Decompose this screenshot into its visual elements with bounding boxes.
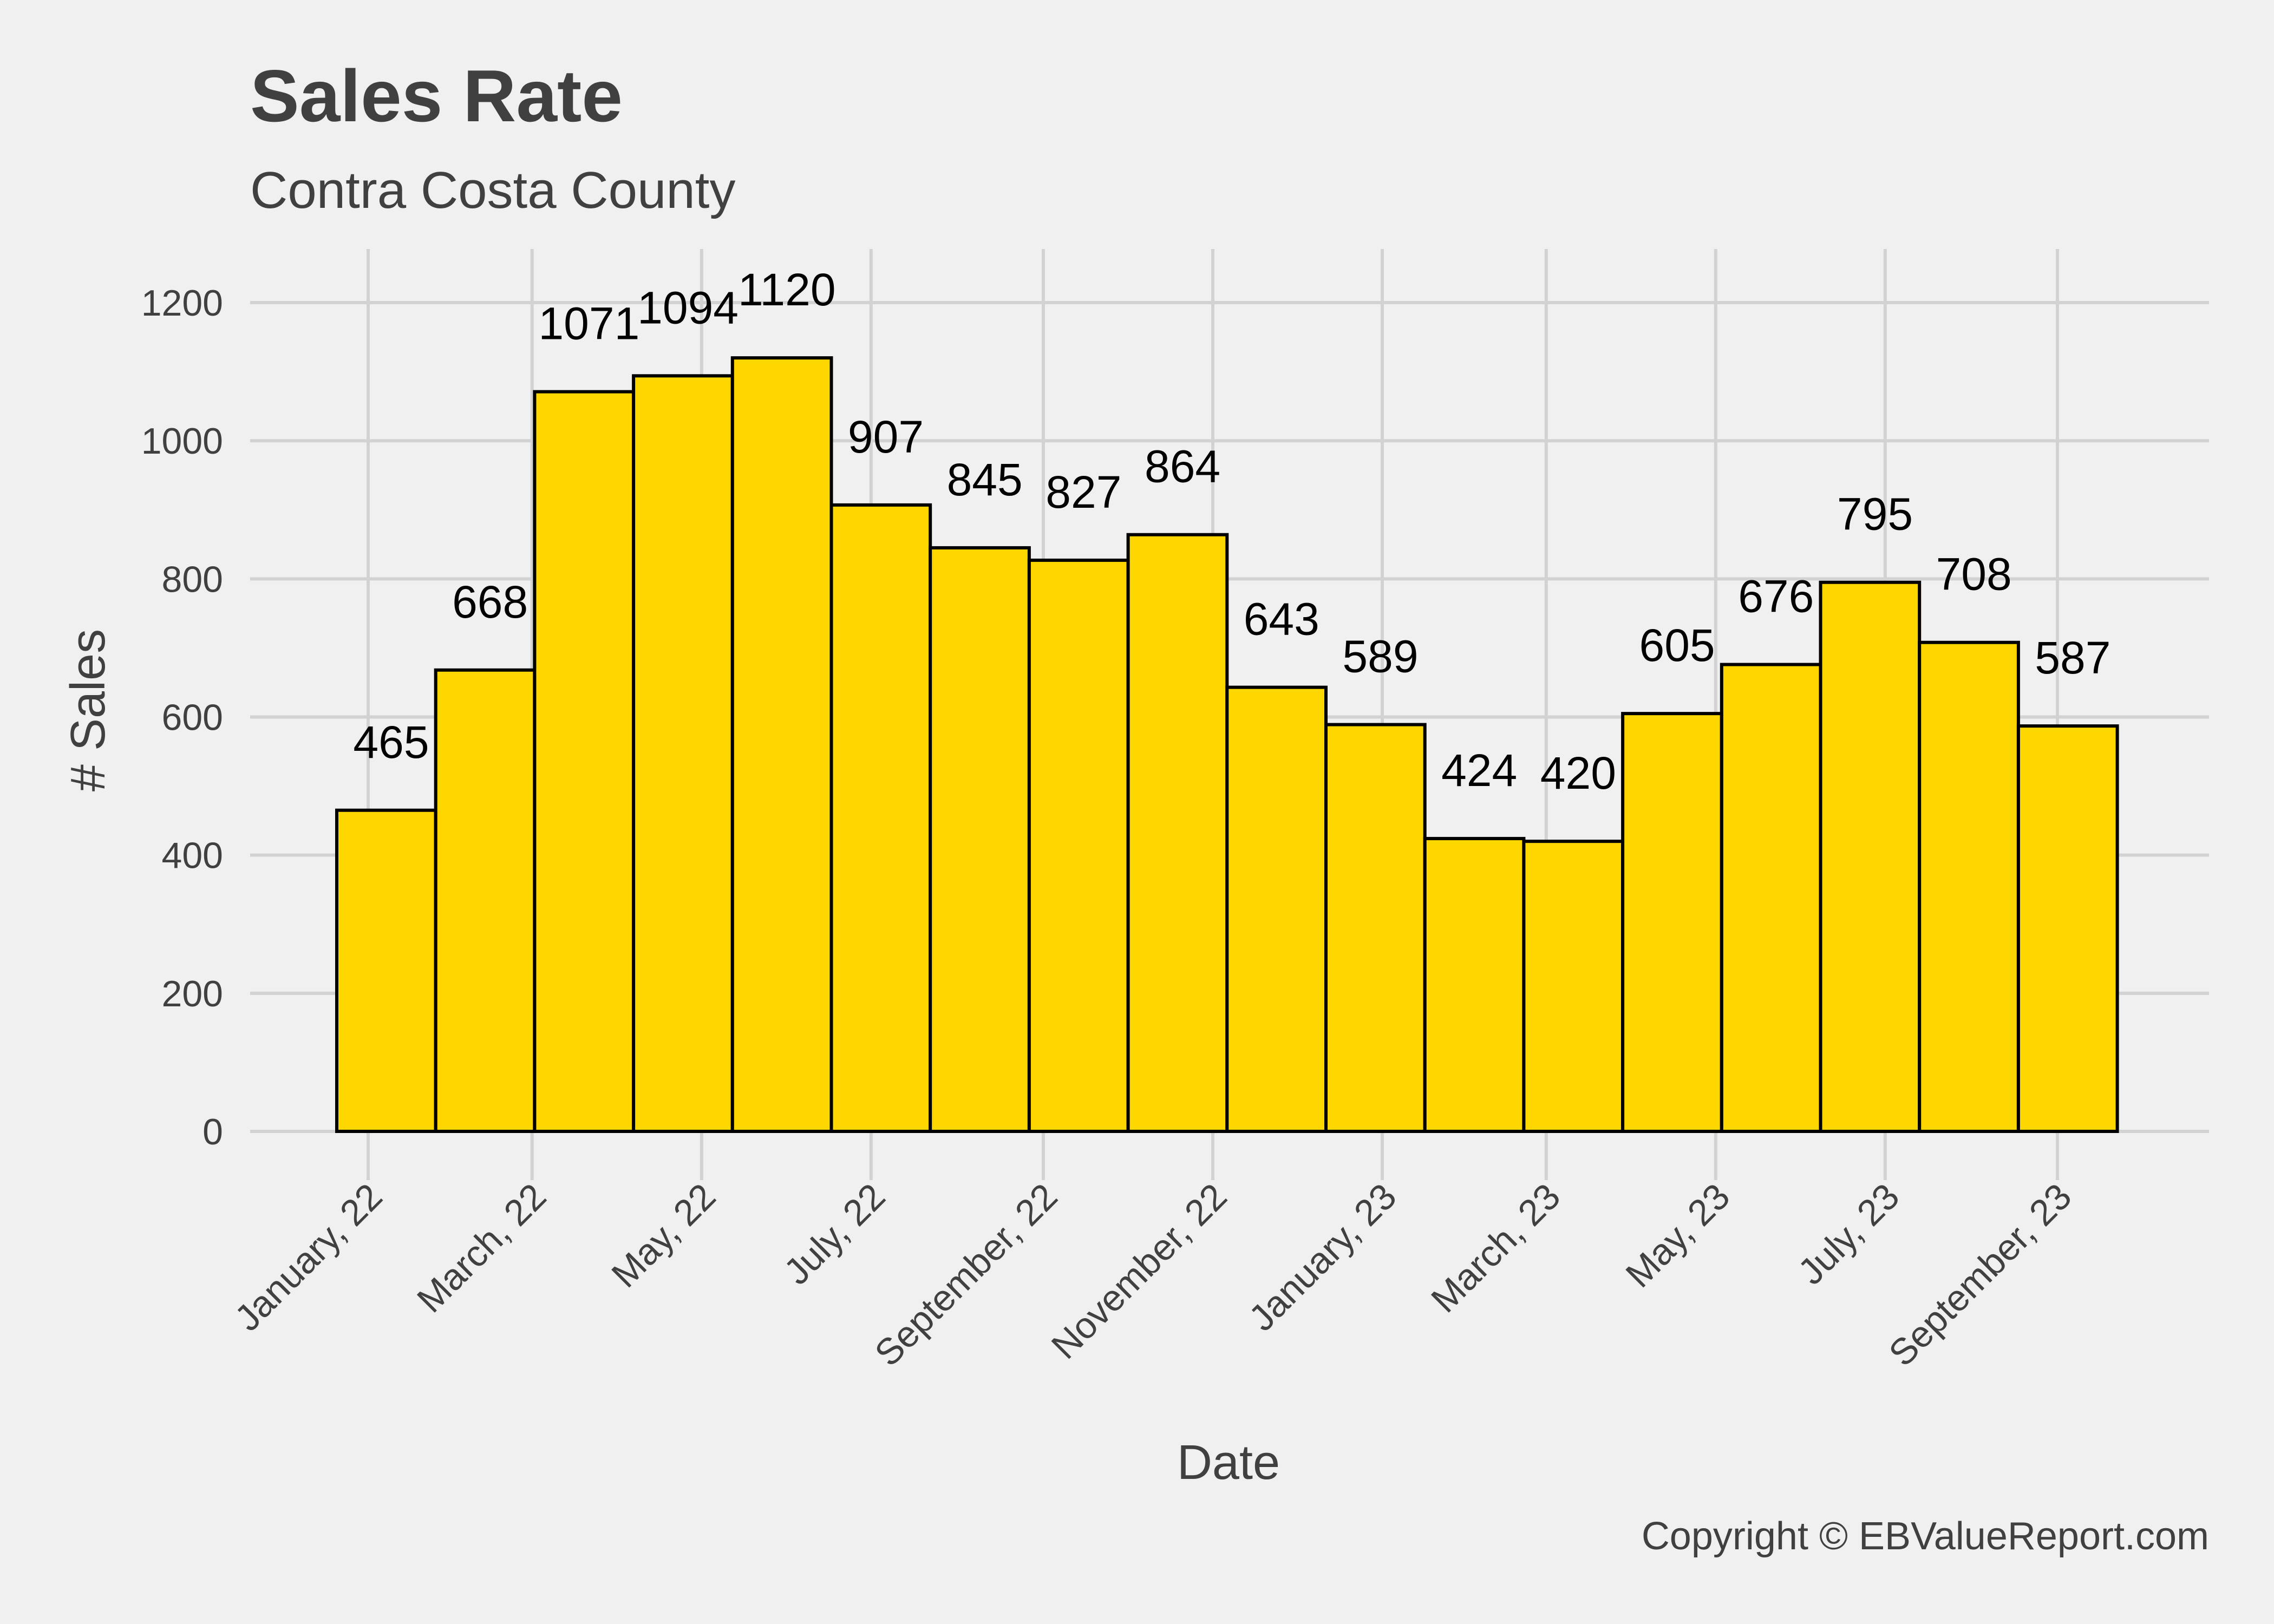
bar-value-label: 668 [452, 577, 528, 627]
bar-2022-07 [929, 546, 1031, 1133]
bar-2022-10 [1225, 685, 1328, 1134]
bar-value-label: 605 [1639, 620, 1715, 671]
bar-2022-09 [1126, 533, 1229, 1134]
bar-value-label: 424 [1441, 745, 1517, 796]
bar-value-label: 708 [1936, 549, 2012, 600]
bar-value-label: 845 [947, 454, 1023, 505]
bar-value-label: 1120 [738, 264, 836, 315]
bar-value-label: 587 [2035, 632, 2110, 683]
y-axis-title: # Sales [61, 629, 115, 791]
bar-2023-01 [1522, 840, 1625, 1133]
bar-2022-05 [730, 356, 833, 1133]
chart-subtitle: Contra Costa County [250, 161, 735, 219]
bar-2023-02 [1621, 712, 1723, 1133]
chart-title: Sales Rate [250, 55, 623, 137]
bars [335, 356, 2119, 1134]
y-tick-label: 200 [162, 973, 223, 1014]
copyright-caption: Copyright © EBValueReport.com [1642, 1515, 2209, 1558]
x-axis-title: Date [1177, 1436, 1280, 1490]
y-axis-ticks: 0 200 400 600 800 1000 1200 [141, 283, 223, 1152]
bar-2023-05 [1918, 640, 2020, 1134]
bar-2022-01 [335, 808, 437, 1134]
bar-2023-04 [1819, 580, 1922, 1133]
bar-value-label: 589 [1342, 631, 1418, 682]
bar-2023-03 [1720, 663, 1822, 1133]
y-tick-label: 800 [162, 559, 223, 600]
y-tick-label: 1000 [141, 421, 223, 462]
y-tick-label: 600 [162, 697, 223, 738]
bar-2022-02 [434, 668, 537, 1133]
y-tick-label: 1200 [141, 283, 223, 324]
y-tick-label: 400 [162, 835, 223, 876]
bar-value-label: 827 [1045, 467, 1121, 518]
bar-value-label: 1071 [538, 298, 639, 349]
y-tick-label: 0 [202, 1111, 223, 1152]
bar-value-label: 465 [353, 717, 429, 768]
bar-value-label: 864 [1145, 441, 1220, 492]
bar-value-label: 795 [1837, 489, 1913, 540]
bar-value-label: 643 [1244, 594, 1319, 645]
bar-value-label: 420 [1540, 748, 1616, 798]
bar-2022-06 [829, 503, 932, 1134]
bar-2022-03 [533, 390, 636, 1134]
bar-2023-06 [2016, 724, 2119, 1133]
bar-2022-11 [1324, 723, 1427, 1134]
bar-value-label: 907 [848, 411, 924, 462]
bar-2022-08 [1027, 558, 1130, 1133]
bar-2022-04 [632, 374, 734, 1133]
bar-value-label: 1094 [637, 282, 739, 333]
bar-2022-12 [1423, 837, 1526, 1133]
bar-value-label: 676 [1738, 571, 1814, 622]
